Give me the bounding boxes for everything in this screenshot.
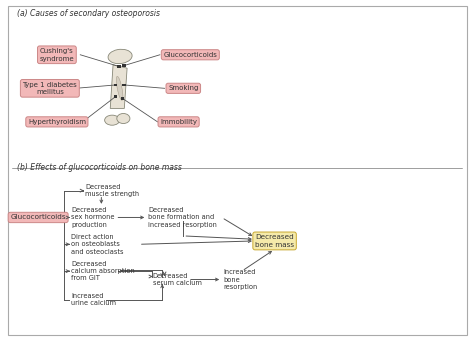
Bar	[122, 64, 126, 67]
Text: Direct action
on osteoblasts
and osteoclasts: Direct action on osteoblasts and osteocl…	[71, 234, 123, 254]
Bar	[117, 65, 121, 68]
Ellipse shape	[108, 49, 132, 64]
Text: Increased
bone
resorption: Increased bone resorption	[223, 269, 257, 290]
Text: Glucocorticoids: Glucocorticoids	[10, 214, 66, 221]
Text: Decreased
muscle strength: Decreased muscle strength	[85, 184, 139, 197]
Text: Glucocorticoids: Glucocorticoids	[164, 52, 217, 58]
Bar	[122, 84, 126, 86]
Text: Decreased
serum calcium: Decreased serum calcium	[153, 273, 202, 286]
Ellipse shape	[117, 114, 130, 123]
Polygon shape	[110, 65, 127, 108]
Text: Decreased
sex hormone
production: Decreased sex hormone production	[71, 207, 114, 228]
Text: Hyperthyroidism: Hyperthyroidism	[28, 119, 86, 125]
Bar	[114, 84, 117, 86]
Text: Increased
urine calcium: Increased urine calcium	[71, 293, 116, 306]
Text: Smoking: Smoking	[168, 85, 199, 91]
Text: Type 1 diabetes
mellitus: Type 1 diabetes mellitus	[22, 81, 77, 95]
Ellipse shape	[116, 76, 123, 100]
Text: Decreased
calcium absorption
from GIT: Decreased calcium absorption from GIT	[71, 261, 135, 281]
Bar	[114, 95, 117, 98]
Text: (a) Causes of secondary osteoporosis: (a) Causes of secondary osteoporosis	[17, 9, 160, 18]
Text: Immobility: Immobility	[160, 119, 197, 125]
Text: Decreased
bone mass: Decreased bone mass	[255, 234, 294, 248]
Bar	[120, 97, 124, 100]
Ellipse shape	[105, 115, 119, 125]
Text: (b) Effects of glucocorticoids on bone mass: (b) Effects of glucocorticoids on bone m…	[17, 163, 182, 173]
Text: Cushing's
syndrome: Cushing's syndrome	[39, 48, 74, 61]
Text: Decreased
bone formation and
increased resorption: Decreased bone formation and increased r…	[148, 207, 217, 228]
